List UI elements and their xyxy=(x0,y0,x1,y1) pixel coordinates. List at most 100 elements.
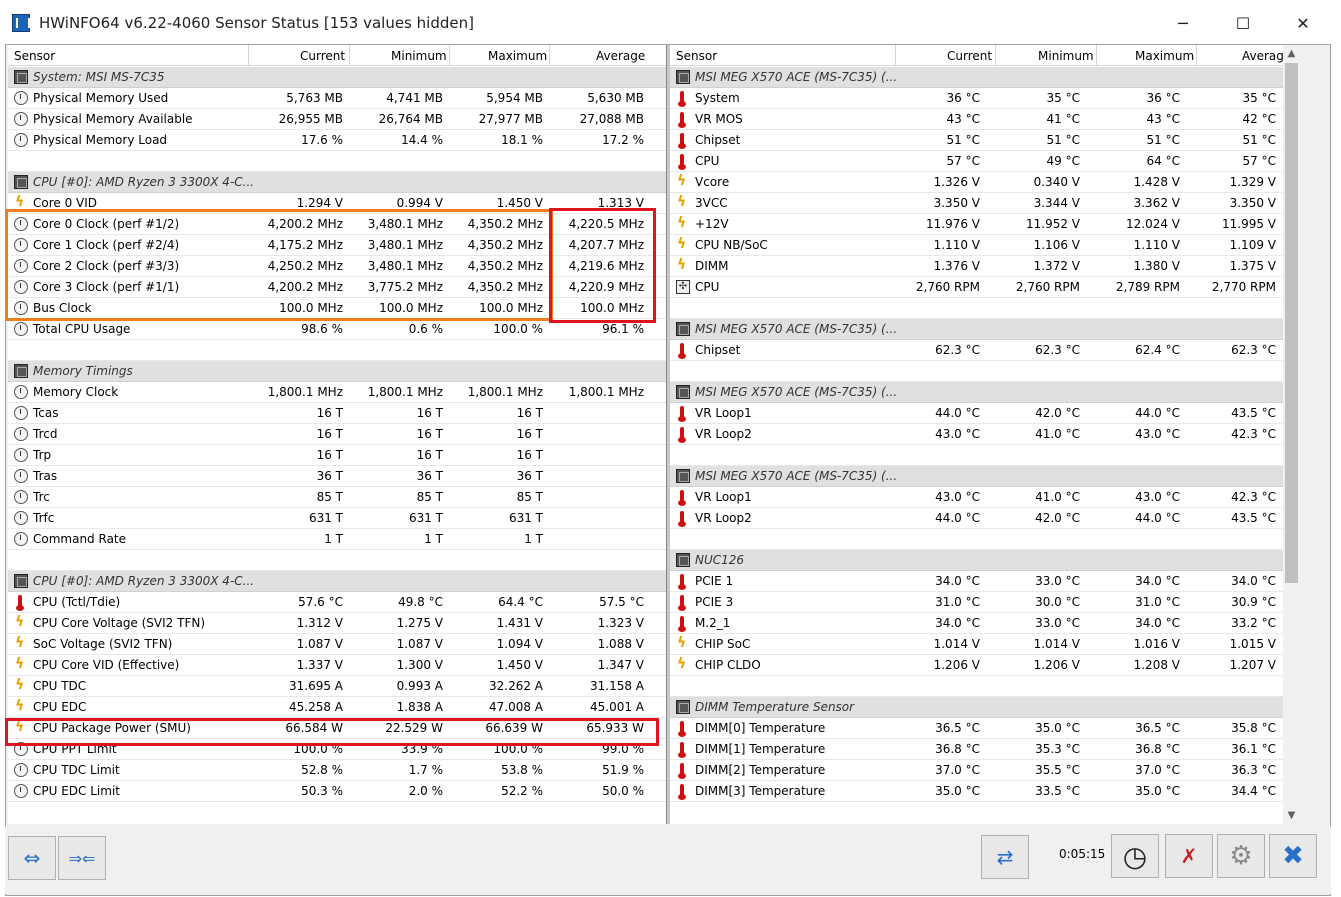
sensor-row[interactable]: Bus Clock 100.0 MHz 100.0 MHz 100.0 MHz 100.… xyxy=(8,298,666,319)
sensor-row[interactable]: Core 0 Clock (perf #1/2) 4,200.2 MHz 3,480… xyxy=(8,214,666,235)
value-max: 100.0 % xyxy=(493,322,543,336)
sensor-row[interactable]: ϟ CPU TDC 31.695 A 0.993 A 32.262 A 31.158 A xyxy=(8,676,666,697)
sensor-row[interactable]: ✣ CPU 2,760 RPM 2,760 RPM 2,789 RPM 2,770 RPM xyxy=(670,277,1300,298)
sensor-group-header[interactable]: System: MSI MS-7C35 xyxy=(8,67,666,88)
sensor-row[interactable]: Chipset 51 °C 51 °C 51 °C 51 °C xyxy=(670,130,1300,151)
col-sensor[interactable]: Sensor xyxy=(14,49,56,63)
minimize-button[interactable]: ─ xyxy=(1178,13,1188,33)
scroll-up-arrow-icon[interactable]: ▲ xyxy=(1287,48,1296,59)
sensor-row[interactable]: ϟ Core 0 VID 1.294 V 0.994 V 1.450 V 1.313 V xyxy=(8,193,666,214)
sensor-row[interactable]: DIMM[2] Temperature 37.0 °C 35.5 °C 37.0 °C… xyxy=(670,760,1300,781)
col-sensor-right[interactable]: Sensor xyxy=(676,49,718,63)
sensor-row[interactable]: CPU EDC Limit 50.3 % 2.0 % 52.2 % 50.0 % xyxy=(8,781,666,802)
col-current-right[interactable]: Current xyxy=(947,49,993,63)
sensor-row[interactable]: CPU 57 °C 49 °C 64 °C 57 °C xyxy=(670,151,1300,172)
sensor-row[interactable]: PCIE 3 31.0 °C 30.0 °C 31.0 °C 30.9 °C xyxy=(670,592,1300,613)
bottom-toolbar: ⇔ ⇒⇐ ⇄ 0:05:15 ◷ ✗ ⚙ ✖ xyxy=(5,826,1331,894)
sensor-row[interactable]: Trp 16 T 16 T 16 T xyxy=(8,445,666,466)
sensor-row[interactable]: ϟ 3VCC 3.350 V 3.344 V 3.362 V 3.350 V xyxy=(670,193,1300,214)
value-cur: 44.0 °C xyxy=(935,406,980,420)
sensor-group-header[interactable]: CPU [#0]: AMD Ryzen 3 3300X 4-C... xyxy=(8,172,666,193)
sensor-group-header[interactable]: MSI MEG X570 ACE (MS-7C35) (... xyxy=(670,466,1300,487)
value-cur: 43.0 °C xyxy=(935,427,980,441)
sensor-row[interactable]: ϟ CPU NB/SoC 1.110 V 1.106 V 1.110 V 1.109 V xyxy=(670,235,1300,256)
sensor-row[interactable]: CPU TDC Limit 52.8 % 1.7 % 53.8 % 51.9 % xyxy=(8,760,666,781)
sensor-group-header[interactable]: MSI MEG X570 ACE (MS-7C35) (... xyxy=(670,382,1300,403)
value-min: 1.106 V xyxy=(1033,238,1080,252)
value-avg: 4,220.5 MHz xyxy=(568,217,644,231)
sensor-row[interactable]: VR Loop2 44.0 °C 42.0 °C 44.0 °C 43.5 °C xyxy=(670,508,1300,529)
close-button[interactable]: ✕ xyxy=(1296,13,1310,33)
sensor-row[interactable]: Physical Memory Available 26,955 MB 26,764… xyxy=(8,109,666,130)
sensor-row[interactable]: System 36 °C 35 °C 36 °C 35 °C xyxy=(670,88,1300,109)
sensor-row[interactable]: Command Rate 1 T 1 T 1 T xyxy=(8,529,666,550)
sensor-row[interactable]: ϟ CHIP SoC 1.014 V 1.014 V 1.016 V 1.015 V xyxy=(670,634,1300,655)
sensor-row[interactable]: Core 3 Clock (perf #1/1) 4,200.2 MHz 3,775… xyxy=(8,277,666,298)
sensor-row[interactable]: ϟ CPU EDC 45.258 A 1.838 A 47.008 A 45.001 A xyxy=(8,697,666,718)
sensor-row[interactable]: ϟ CHIP CLDO 1.206 V 1.206 V 1.208 V 1.207 V xyxy=(670,655,1300,676)
sensor-row[interactable]: ϟ Vcore 1.326 V 0.340 V 1.428 V 1.329 V xyxy=(670,172,1300,193)
sensor-row[interactable]: ϟ CPU Core Voltage (SVI2 TFN) 1.312 V 1.275… xyxy=(8,613,666,634)
scroll-thumb[interactable] xyxy=(1285,63,1298,583)
sensor-row[interactable]: Trc 85 T 85 T 85 T xyxy=(8,487,666,508)
col-minimum-right[interactable]: Minimum xyxy=(1038,49,1094,63)
sensor-row[interactable]: VR Loop2 43.0 °C 41.0 °C 43.0 °C 42.3 °C xyxy=(670,424,1300,445)
sensor-group-header[interactable]: MSI MEG X570 ACE (MS-7C35) (... xyxy=(670,319,1300,340)
col-average[interactable]: Average xyxy=(596,49,646,63)
sensor-group-header[interactable]: MSI MEG X570 ACE (MS-7C35) (... xyxy=(670,67,1300,88)
value-min: 3,480.1 MHz xyxy=(367,259,443,273)
sensor-row[interactable]: DIMM[1] Temperature 36.8 °C 35.3 °C 36.8 °C… xyxy=(670,739,1300,760)
col-current[interactable]: Current xyxy=(300,49,346,63)
sensor-row[interactable]: Tras 36 T 36 T 36 T xyxy=(8,466,666,487)
sensor-row[interactable]: DIMM[3] Temperature 35.0 °C 33.5 °C 35.0 °C… xyxy=(670,781,1300,802)
settings-gear-icon[interactable]: ⚙ xyxy=(1217,834,1265,878)
title-bar: HWiNFO64 v6.22-4060 Sensor Status [153 v… xyxy=(0,0,1341,46)
pane-splitter[interactable] xyxy=(666,45,670,824)
sensor-group-header[interactable]: Memory Timings xyxy=(8,361,666,382)
clock-reset-icon[interactable]: ◷ xyxy=(1111,834,1159,878)
sensor-row[interactable]: Physical Memory Load 17.6 % 14.4 % 18.1 % 17… xyxy=(8,130,666,151)
sensor-row[interactable]: DIMM[0] Temperature 36.5 °C 35.0 °C 36.5 °C… xyxy=(670,718,1300,739)
sensor-group-header[interactable]: NUC126 xyxy=(670,550,1300,571)
sensor-group-header[interactable]: CPU [#0]: AMD Ryzen 3 3300X 4-C... xyxy=(8,571,666,592)
col-maximum-right[interactable]: Maximum xyxy=(1135,49,1195,63)
sensor-row[interactable]: Memory Clock 1,800.1 MHz 1,800.1 MHz 1,800.… xyxy=(8,382,666,403)
sensor-row[interactable]: CPU PPT Limit 100.0 % 33.9 % 100.0 % 99.0 % xyxy=(8,739,666,760)
sensor-row[interactable]: Total CPU Usage 98.6 % 0.6 % 100.0 % 96.1 % xyxy=(8,319,666,340)
sensor-row[interactable]: CPU (Tctl/Tdie) 57.6 °C 49.8 °C 64.4 °C 57.5… xyxy=(8,592,666,613)
sensor-row[interactable]: M.2_1 34.0 °C 33.0 °C 34.0 °C 33.2 °C xyxy=(670,613,1300,634)
expand-arrows-icon[interactable]: ⇒⇐ xyxy=(58,836,106,880)
sensor-row[interactable]: Chipset 62.3 °C 62.3 °C 62.4 °C 62.3 °C xyxy=(670,340,1300,361)
sensor-row[interactable]: VR Loop1 44.0 °C 42.0 °C 44.0 °C 43.5 °C xyxy=(670,403,1300,424)
sensor-row[interactable]: Physical Memory Used 5,763 MB 4,741 MB 5,95… xyxy=(8,88,666,109)
sensor-row[interactable]: Trfc 631 T 631 T 631 T xyxy=(8,508,666,529)
sensor-row[interactable]: ϟ SoC Voltage (SVI2 TFN) 1.087 V 1.087 V 1.0… xyxy=(8,634,666,655)
vertical-scrollbar[interactable]: ▲ ▼ xyxy=(1283,45,1300,824)
sensor-row[interactable]: VR MOS 43 °C 41 °C 43 °C 42 °C xyxy=(670,109,1300,130)
value-min: 26,764 MB xyxy=(378,112,443,126)
scroll-down-arrow-icon[interactable]: ▼ xyxy=(1287,810,1296,821)
col-minimum[interactable]: Minimum xyxy=(391,49,447,63)
sensor-row[interactable]: ϟ +12V 11.976 V 11.952 V 12.024 V 11.995 V xyxy=(670,214,1300,235)
sensor-row[interactable]: PCIE 1 34.0 °C 33.0 °C 34.0 °C 34.0 °C xyxy=(670,571,1300,592)
sensor-row[interactable]: Core 1 Clock (perf #2/4) 4,175.2 MHz 3,480… xyxy=(8,235,666,256)
sensor-row[interactable]: ϟ DIMM 1.376 V 1.372 V 1.380 V 1.375 V xyxy=(670,256,1300,277)
value-avg: 4,220.9 MHz xyxy=(568,280,644,294)
sensor-row[interactable]: Trcd 16 T 16 T 16 T xyxy=(8,424,666,445)
sensor-row[interactable]: ϟ CPU Core VID (Effective) 1.337 V 1.300 V 1… xyxy=(8,655,666,676)
collapse-arrows-icon[interactable]: ⇔ xyxy=(8,836,56,880)
sensor-row[interactable]: VR Loop1 43.0 °C 41.0 °C 43.0 °C 42.3 °C xyxy=(670,487,1300,508)
network-icon[interactable]: ⇄ xyxy=(981,835,1029,879)
sensor-row[interactable]: Core 2 Clock (perf #3/3) 4,250.2 MHz 3,480… xyxy=(8,256,666,277)
value-avg: 1.329 V xyxy=(1229,175,1276,189)
maximize-button[interactable]: ☐ xyxy=(1235,13,1251,33)
col-average-right[interactable]: Average xyxy=(1242,49,1292,63)
close-sensors-icon[interactable]: ✖ xyxy=(1269,834,1317,878)
sensor-row[interactable]: ϟ CPU Package Power (SMU) 66.584 W 22.529 W… xyxy=(8,718,666,739)
sensor-group-header[interactable]: DIMM Temperature Sensor xyxy=(670,697,1300,718)
reset-values-icon[interactable]: ✗ xyxy=(1165,834,1213,878)
value-cur: 1.014 V xyxy=(933,637,980,651)
sensor-row[interactable]: Tcas 16 T 16 T 16 T xyxy=(8,403,666,424)
value-cur: 1 T xyxy=(324,532,343,546)
col-maximum[interactable]: Maximum xyxy=(488,49,548,63)
